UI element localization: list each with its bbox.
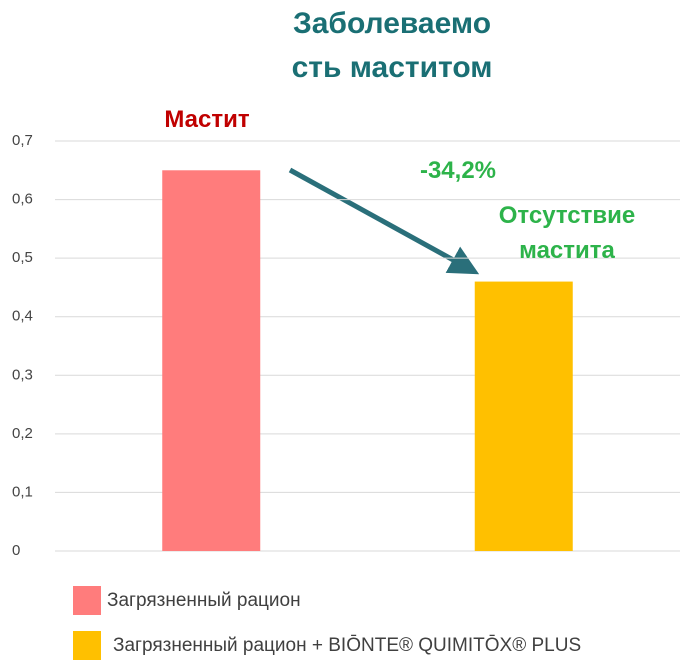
- arrow: [288, 167, 480, 275]
- y-tick-label: 0: [12, 542, 20, 559]
- legend-label: Загрязненный рацион + BIŌNTE® QUIMITŌX® …: [113, 635, 581, 656]
- bar: [474, 281, 573, 551]
- y-tick-label: 0,3: [12, 366, 33, 383]
- legend-swatch: [73, 586, 101, 615]
- annotation: -34,2%: [419, 157, 497, 184]
- legend-label: Загрязненный рацион: [107, 590, 301, 611]
- y-tick-label: 0,1: [12, 483, 33, 500]
- annotation: Отсутствие мастита: [498, 202, 636, 264]
- annotation: Мастит: [164, 106, 250, 133]
- chart-title: Заболеваемо сть маститом: [291, 7, 493, 84]
- y-tick-label: 0,2: [12, 425, 33, 442]
- legend-swatch: [73, 631, 101, 660]
- bar: [162, 170, 261, 552]
- y-tick-label: 0,4: [12, 308, 33, 325]
- y-tick-label: 0,6: [12, 191, 33, 208]
- y-tick-label: 0,5: [12, 249, 33, 266]
- y-tick-label: 0,7: [12, 132, 33, 149]
